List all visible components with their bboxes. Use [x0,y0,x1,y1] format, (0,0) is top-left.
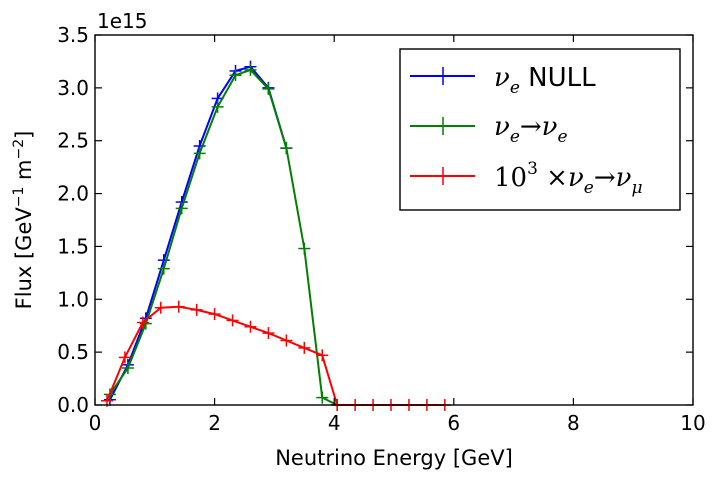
legend-surv-nu: ν [494,112,510,142]
y-axis-label-end: ] [12,131,36,139]
data-point-2-5 [190,303,203,316]
y-tick-label-0: 0.0 [57,393,89,417]
legend-app-pre: 10 [494,163,527,193]
legend-null-text: NULL [520,63,596,93]
legend-surv-arrow: → [520,112,542,142]
data-point-1-3 [157,262,170,275]
legend-app-sub2: μ [631,178,642,198]
x-tick-label-2: 4 [328,411,341,435]
data-point-1-12 [316,391,329,404]
legend-surv-sub2: e [557,127,567,147]
legend-app-nu: ν [568,163,584,193]
data-point-2-6 [208,308,221,321]
x-tick-label-1: 2 [208,411,221,435]
legend-app-nu2: ν [616,163,632,193]
legend-entry-null: νe NULL [410,63,596,98]
y-tick-label-2: 1.0 [57,287,89,311]
legend-label-appearance: 103 ×νe→νμ [494,159,643,198]
plot-frame [94,34,694,406]
legend-label-null: νe NULL [494,63,596,98]
data-point-1-4 [175,202,188,215]
data-point-1-10 [280,142,293,155]
x-tick-label-0: 0 [89,411,102,435]
y-tick-label-7: 3.5 [57,23,89,47]
data-point-2-10 [280,334,293,347]
x-axis-label: Neutrino Energy [GeV] [275,446,513,470]
legend-entry-survival: νe→νe [410,112,568,147]
y-tick-label-3: 1.5 [57,234,89,258]
legend-app-mid: × [538,163,568,193]
legend-surv-sub: e [510,127,520,147]
data-point-2-1 [118,351,131,364]
data-point-2-2 [136,316,149,329]
legend-app-sup: 3 [527,159,538,179]
data-point-2-4 [172,300,185,313]
data-point-1-9 [262,82,275,95]
data-point-2-3 [154,301,167,314]
legend-null-nu: ν [494,63,510,93]
y-tick-label-1: 0.5 [57,340,89,364]
data-point-1-11 [298,242,311,255]
x-tick-label-3: 6 [447,411,460,435]
legend-label-survival: νe→νe [494,112,568,147]
legend-surv-nu2: ν [542,112,558,142]
data-point-1-6 [211,100,224,113]
y-tick-label-4: 2.0 [57,182,89,206]
series-layer [100,60,451,411]
data-point-1-1 [121,362,134,374]
data-point-1-5 [193,147,206,160]
x-tick-label-4: 8 [567,411,580,435]
data-point-1-8 [244,63,257,76]
data-point-1-7 [229,69,242,82]
data-point-2-8 [244,320,257,333]
legend-null-sub: e [510,78,520,98]
series-line-1 [109,68,338,406]
y-axis-label: Flux [GeV−1 m−2] [11,131,36,310]
tick-layer: 0 2 4 6 8 10 0.0 0.5 1.0 1.5 2.0 2.5 3.0 3.5 [57,23,706,435]
x-tick-label-5: 10 [680,411,705,435]
legend-app-arrow: → [594,163,616,193]
data-point-2-11 [298,341,311,354]
y-axis-label-m: m [12,159,36,186]
legend: νe NULL νe→νe 103 ×νe→νμ [399,48,681,211]
data-point-2-9 [262,327,275,340]
y-axis-label-exp1: −1 [11,187,27,208]
data-point-2-12 [316,349,329,362]
data-point-2-7 [226,314,239,327]
y-axis-label-main: Flux [GeV [12,207,36,310]
y-axis-label-exp2: −2 [11,139,27,160]
legend-app-sub: e [584,178,594,198]
y-offset-text: 1e15 [97,9,147,33]
y-tick-label-5: 2.5 [57,129,89,153]
legend-entry-appearance: 103 ×νe→νμ [410,159,643,198]
y-tick-label-6: 3.0 [57,76,89,100]
